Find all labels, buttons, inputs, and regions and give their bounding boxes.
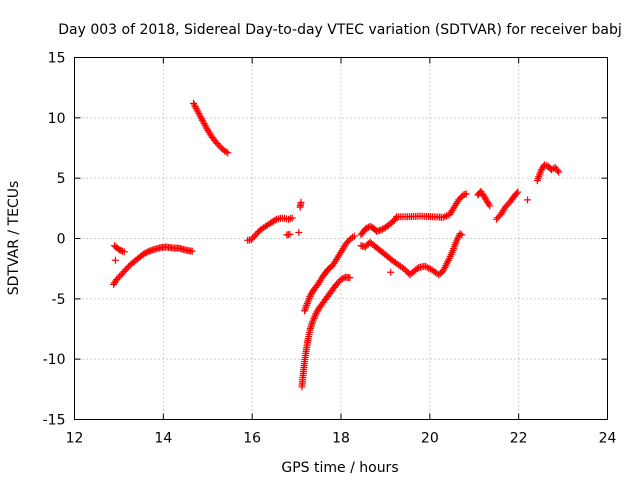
y-tick-label: 5 — [57, 171, 66, 187]
data-point — [494, 214, 502, 222]
data-point — [114, 274, 122, 282]
data-point — [462, 190, 470, 198]
data-point — [111, 256, 119, 264]
ticks-layer: 12 14 16 18 20 22 24 -15 -10 -5 0 5 10 15 — [43, 51, 617, 447]
x-tick-label: 16 — [243, 431, 261, 447]
data-point — [120, 248, 128, 256]
data-point — [378, 225, 386, 233]
data-point — [147, 247, 155, 255]
y-tick-label: -15 — [43, 413, 66, 429]
data-point — [213, 140, 221, 148]
data-point — [361, 225, 369, 233]
data-point — [461, 190, 469, 198]
data-point — [361, 243, 369, 251]
data-point — [342, 239, 350, 247]
data-point — [120, 267, 128, 275]
data-point — [524, 196, 532, 204]
data-point — [117, 247, 125, 255]
points-layer — [110, 99, 563, 391]
data-point — [311, 311, 319, 319]
data-point — [413, 265, 421, 273]
data-point — [401, 266, 409, 274]
data-point — [113, 276, 121, 284]
data-point — [310, 314, 318, 322]
data-point — [247, 236, 255, 244]
data-point — [288, 214, 296, 222]
data-point — [492, 215, 500, 223]
data-point — [252, 231, 260, 239]
data-point — [350, 232, 358, 240]
x-tick-label: 18 — [332, 431, 350, 447]
data-point — [337, 276, 345, 284]
data-point — [117, 271, 125, 279]
x-axis-title: GPS time / hours — [281, 460, 398, 476]
data-point — [456, 194, 464, 202]
data-point — [442, 212, 450, 220]
data-point — [455, 196, 463, 204]
data-point — [119, 269, 127, 277]
y-tick-label: 0 — [57, 232, 66, 248]
data-point — [309, 318, 317, 326]
data-point — [295, 228, 303, 236]
data-point — [309, 316, 317, 324]
data-point — [501, 203, 509, 211]
data-point — [459, 191, 467, 199]
data-point — [377, 226, 385, 234]
data-point — [123, 264, 131, 272]
data-point — [344, 238, 352, 246]
data-point — [311, 313, 319, 321]
plot-frame — [74, 57, 608, 420]
data-point — [116, 272, 124, 280]
x-tick-label: 20 — [421, 431, 439, 447]
y-tick-label: 10 — [48, 111, 66, 127]
data-point — [514, 188, 522, 196]
data-point — [458, 231, 466, 239]
data-point — [346, 274, 354, 282]
grid-layer — [74, 57, 608, 420]
data-point — [139, 250, 147, 258]
data-point — [286, 215, 294, 223]
data-point — [212, 138, 220, 146]
data-point — [286, 230, 294, 238]
data-point — [141, 249, 149, 257]
data-point — [271, 216, 279, 224]
chart-title: Day 003 of 2018, Sidereal Day-to-day VTE… — [58, 22, 621, 38]
data-point — [555, 168, 563, 176]
data-point — [403, 267, 411, 275]
x-tick-label: 12 — [66, 431, 84, 447]
data-point — [334, 279, 342, 287]
data-point — [224, 149, 232, 157]
data-point — [513, 189, 521, 197]
data-point — [366, 222, 374, 230]
data-point — [387, 268, 395, 276]
data-point — [441, 213, 449, 221]
x-tick-label: 22 — [510, 431, 528, 447]
data-point — [215, 141, 223, 149]
data-point — [363, 241, 371, 249]
data-point — [553, 167, 561, 175]
data-point — [503, 202, 511, 210]
data-point — [144, 248, 152, 256]
y-tick-label: -10 — [43, 352, 66, 368]
data-point — [363, 224, 371, 232]
data-point — [250, 232, 258, 240]
data-point — [122, 266, 130, 274]
data-point — [297, 198, 305, 206]
x-tick-label: 14 — [154, 431, 172, 447]
y-tick-label: 15 — [48, 51, 66, 67]
data-point — [439, 213, 447, 221]
y-tick-label: -5 — [52, 292, 66, 308]
y-axis-title: SDTVAR / TECUs — [6, 181, 22, 296]
data-point — [249, 234, 257, 242]
data-point — [338, 275, 346, 283]
data-point — [145, 247, 153, 255]
data-point — [188, 247, 196, 255]
x-tick-label: 24 — [599, 431, 617, 447]
data-point — [253, 229, 261, 237]
data-point — [333, 280, 341, 288]
data-point — [222, 148, 230, 156]
data-point — [486, 202, 494, 210]
data-point — [142, 249, 150, 257]
